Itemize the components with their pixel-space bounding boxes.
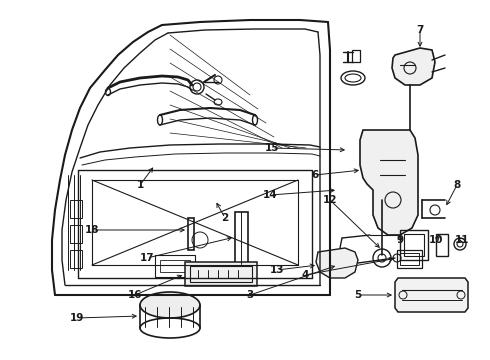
Bar: [190, 266, 252, 282]
Text: 10: 10: [429, 235, 443, 245]
Text: 17: 17: [140, 253, 154, 263]
Bar: [160, 260, 190, 272]
Bar: [185, 262, 257, 286]
Text: 13: 13: [270, 265, 284, 275]
Bar: [352, 50, 360, 62]
Text: 3: 3: [246, 290, 254, 300]
Bar: [400, 230, 428, 260]
Text: 5: 5: [354, 290, 362, 300]
Text: 16: 16: [128, 290, 142, 300]
Bar: [404, 234, 424, 256]
Text: 4: 4: [301, 270, 309, 280]
Text: 14: 14: [263, 190, 277, 200]
Bar: [188, 218, 194, 250]
Bar: [436, 234, 448, 256]
Bar: [70, 250, 82, 268]
Text: 9: 9: [396, 235, 404, 245]
Text: 2: 2: [221, 213, 229, 223]
Bar: [70, 200, 82, 218]
Text: 15: 15: [265, 143, 279, 153]
Bar: [400, 253, 419, 265]
Bar: [70, 225, 82, 243]
Text: 11: 11: [455, 235, 469, 245]
Polygon shape: [395, 278, 468, 312]
Text: 8: 8: [453, 180, 461, 190]
Polygon shape: [360, 130, 418, 235]
Text: 7: 7: [416, 25, 424, 35]
Bar: [155, 255, 195, 277]
Ellipse shape: [140, 292, 200, 318]
Text: 19: 19: [70, 313, 84, 323]
Text: 18: 18: [85, 225, 99, 235]
Bar: [397, 250, 422, 268]
Polygon shape: [316, 248, 358, 278]
Text: 12: 12: [323, 195, 337, 205]
Text: 6: 6: [311, 170, 318, 180]
Polygon shape: [392, 48, 435, 85]
Bar: [235, 212, 248, 264]
Text: 1: 1: [136, 180, 144, 190]
